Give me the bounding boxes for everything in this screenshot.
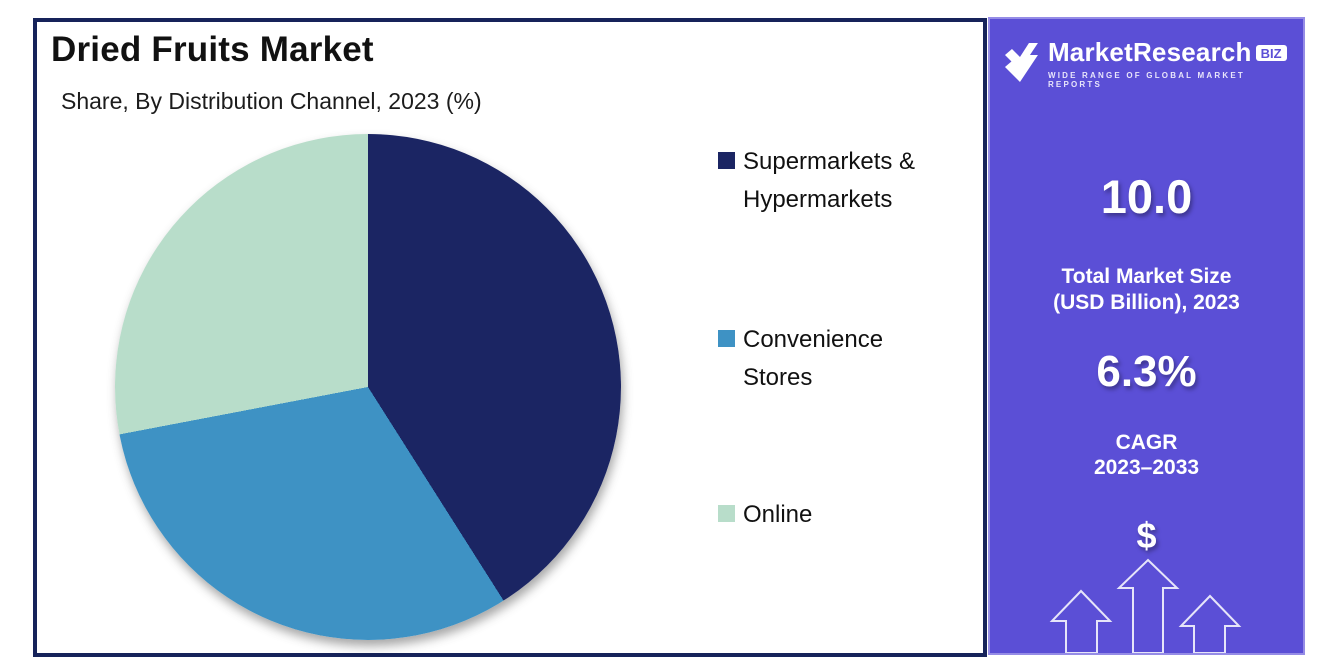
brand-name: MarketResearch (1047, 37, 1252, 67)
cagr-label-line1: CAGR (1115, 431, 1178, 454)
legend-label-supermarkets: Supermarkets & Hypermarkets (743, 148, 916, 213)
brand-tagline: WIDE RANGE OF GLOBAL MARKET REPORTS (1047, 71, 1245, 89)
total-market-size-label-line1: Total Market Size (1061, 265, 1232, 288)
total-market-size-value: 10.0 (1100, 170, 1193, 223)
brand-logo: MarketResearch BIZ WIDE RANGE OF GLOBAL … (1002, 37, 1303, 89)
chart-panel: Dried Fruits Market Share, By Distributi… (33, 18, 987, 657)
legend-swatch-online (718, 505, 735, 522)
brand-checkmark-icon (1004, 43, 1038, 82)
legend-label-convenience: Convenience Stores (743, 326, 884, 391)
legend-item-convenience: Convenience Stores (718, 321, 948, 397)
page-title: Dried Fruits Market (51, 30, 374, 69)
brand-sidebar: MarketResearch BIZ WIDE RANGE OF GLOBAL … (988, 17, 1305, 655)
total-market-size-label: Total Market Size (USD Billion), 2023 (990, 264, 1303, 316)
brand-suffix-badge: BIZ (1255, 44, 1287, 61)
pie-chart (115, 134, 621, 640)
cagr-label: CAGR 2023–2033 (990, 430, 1303, 480)
total-market-size-label-line2: (USD Billion), 2023 (1053, 291, 1240, 314)
legend-label-online: Online (743, 501, 813, 528)
growth-arrows-icon (1049, 558, 1242, 653)
dollar-icon: $ (1136, 515, 1157, 556)
page-subtitle: Share, By Distribution Channel, 2023 (%) (61, 88, 482, 114)
legend-item-supermarkets: Supermarkets & Hypermarkets (718, 143, 948, 219)
cagr-label-line2: 2023–2033 (1093, 456, 1200, 479)
cagr-value: 6.3% (1096, 347, 1197, 396)
legend-item-online: Online (718, 496, 948, 534)
legend-swatch-convenience (718, 330, 735, 347)
legend-swatch-supermarkets (718, 152, 735, 169)
